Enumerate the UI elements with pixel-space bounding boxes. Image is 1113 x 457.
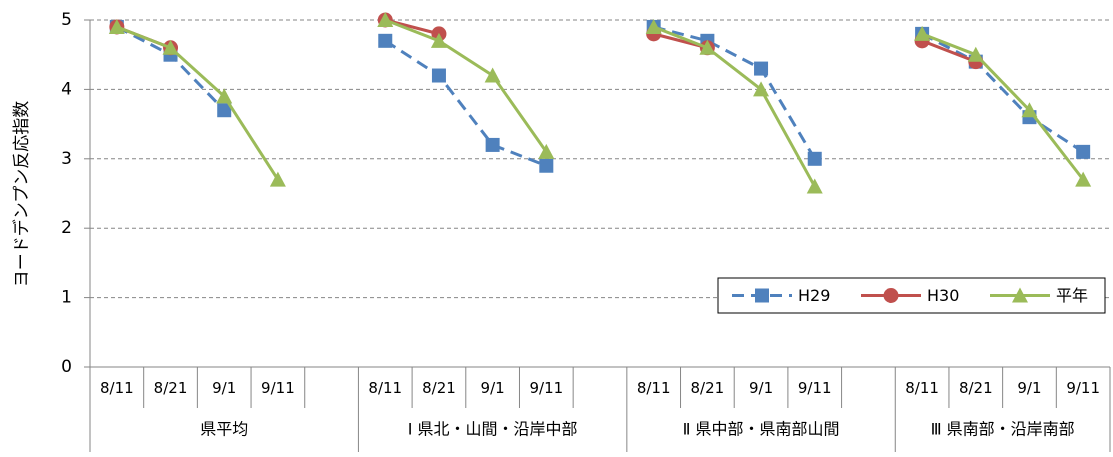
series-line [116, 18, 977, 64]
y-tick-label: 2 [61, 218, 72, 238]
data-point [378, 33, 393, 48]
x-tick-label: 9/1 [481, 379, 505, 397]
data-point [162, 39, 179, 55]
data-point [269, 171, 286, 187]
x-tick-label: 8/21 [154, 379, 188, 397]
x-tick-label: 9/1 [749, 379, 773, 397]
data-point [645, 18, 662, 34]
legend-marker [883, 288, 899, 303]
data-point [484, 67, 501, 83]
y-tick-label: 1 [61, 288, 72, 308]
x-tick-label: 8/21 [422, 379, 456, 397]
legend-label: H29 [798, 286, 830, 305]
group-label: Ⅲ 県南部・沿岸南部 [931, 420, 1075, 439]
x-tick-label: 8/11 [100, 379, 134, 397]
x-tick-label: 9/11 [529, 379, 563, 397]
series-line [116, 18, 1085, 188]
data-point [108, 18, 125, 34]
data-point [807, 151, 822, 166]
data-point [377, 12, 394, 27]
group-label: 県平均 [200, 420, 248, 439]
data-point [485, 137, 500, 152]
x-tick-label: 8/21 [691, 379, 725, 397]
data-point [699, 39, 716, 55]
x-tick-label: 9/11 [1066, 379, 1100, 397]
legend-marker [1012, 287, 1028, 303]
data-point [1075, 171, 1092, 187]
y-tick-label: 4 [61, 79, 72, 99]
x-tick-label: 9/1 [1017, 379, 1041, 397]
x-tick-label: 9/11 [261, 379, 295, 397]
y-tick-label: 0 [61, 357, 72, 377]
legend-marker [755, 288, 769, 303]
y-tick-label: 5 [61, 10, 72, 30]
data-point [430, 32, 447, 48]
data-point [539, 158, 554, 173]
x-tick-label: 9/1 [212, 379, 236, 397]
legend-label: 平年 [1056, 286, 1088, 305]
data-point [754, 61, 769, 76]
x-tick-label: 8/11 [368, 379, 402, 397]
group-label: Ⅰ 県北・山間・沿岸中部 [408, 420, 578, 439]
group-label: Ⅱ 県中部・県南部山間 [683, 420, 840, 439]
y-tick-label: 3 [61, 149, 72, 169]
legend-label: H30 [927, 286, 959, 305]
data-point [753, 81, 770, 97]
data-point [967, 46, 984, 62]
data-point [914, 25, 931, 41]
data-point [806, 178, 823, 194]
data-point [217, 103, 232, 118]
data-point [1076, 144, 1091, 159]
x-tick-label: 8/21 [959, 379, 993, 397]
data-point [1021, 102, 1038, 118]
x-tick-label: 9/11 [798, 379, 832, 397]
data-point [538, 143, 555, 159]
data-point [431, 68, 446, 83]
x-tick-label: 8/11 [905, 379, 939, 397]
y-axis-label: ヨードデンプン反応指数 [11, 101, 32, 288]
data-point [216, 88, 233, 104]
x-tick-label: 8/11 [637, 379, 671, 397]
